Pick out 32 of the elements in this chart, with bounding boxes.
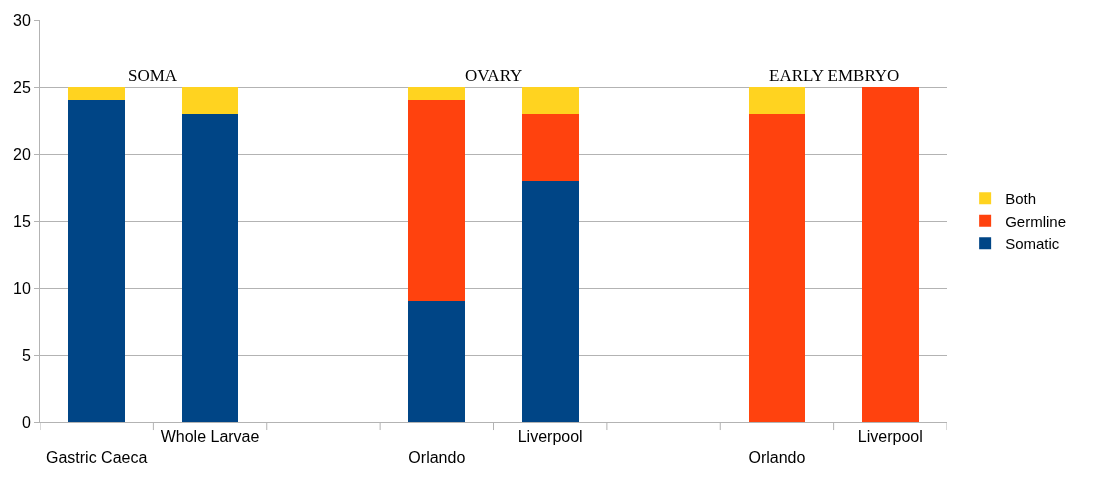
bar (68, 87, 126, 101)
bar (521, 87, 579, 114)
bar (408, 87, 466, 101)
y-tick-label: 25 (13, 78, 31, 96)
bar (861, 87, 919, 422)
bar (181, 113, 239, 422)
bar (68, 100, 126, 422)
bar (408, 100, 466, 302)
y-tick-label: 30 (13, 11, 31, 29)
y-tick-label: 10 (13, 279, 31, 297)
bar (521, 113, 579, 181)
annotation: SOMA (128, 66, 178, 85)
y-tick-label: 5 (21, 346, 31, 364)
y-tick-label: 15 (13, 212, 31, 230)
x-tick-label: Gastric Caeca (46, 449, 148, 466)
bar (521, 180, 579, 422)
legend-label: Somatic (1005, 235, 1060, 253)
annotation: OVARY (465, 66, 523, 85)
annotation: EARLY EMBRYO (769, 66, 900, 85)
legend-label: Both (1005, 190, 1036, 208)
legend-label: Germline (1005, 212, 1066, 230)
bar (408, 301, 466, 422)
bar (748, 87, 806, 114)
y-tick-label: 20 (13, 145, 31, 163)
x-tick-label: Whole Larvae (160, 428, 260, 446)
x-tick-label: Liverpool (517, 428, 583, 446)
y-tick-label: 0 (21, 413, 31, 431)
bar (181, 87, 239, 114)
x-tick-label: Liverpool (857, 428, 923, 446)
bar (748, 113, 806, 422)
x-tick-label: Orlando (408, 449, 466, 466)
x-tick-label: Orlando (748, 449, 806, 466)
